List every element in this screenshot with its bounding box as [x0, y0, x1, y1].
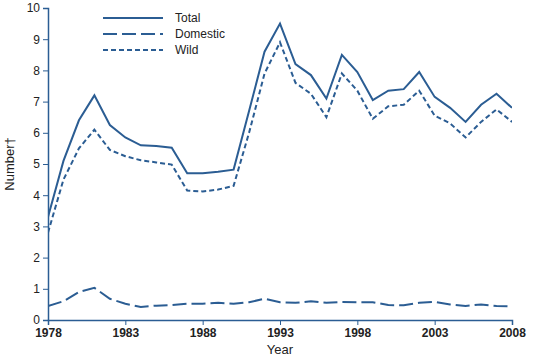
y-tick-label: 1 [33, 282, 40, 296]
y-tick-mark [43, 8, 48, 9]
y-tick: 2 [33, 251, 48, 265]
x-tick-label: 2003 [422, 326, 449, 340]
series-line [48, 24, 512, 217]
y-tick-label: 5 [33, 157, 40, 171]
y-tick: 0 [33, 313, 48, 327]
legend-label: Domestic [175, 27, 225, 41]
x-tick-mark [203, 320, 204, 325]
legend-swatch [103, 17, 163, 19]
series-line [48, 42, 512, 232]
x-tick-mark [280, 320, 281, 325]
x-axis: 1978 1983 1988 1993 1998 2003 2008 [35, 320, 526, 340]
y-tick: 5 [33, 157, 48, 171]
x-tick: 1993 [267, 320, 294, 340]
x-tick-mark [357, 320, 358, 325]
y-tick-label: 9 [33, 33, 40, 47]
legend-item: Domestic [103, 27, 225, 41]
y-axis-line [43, 9, 49, 321]
x-tick: 2003 [422, 320, 449, 340]
x-tick-label: 1998 [344, 326, 371, 340]
y-tick: 10 [27, 1, 48, 15]
y-tick-mark [43, 133, 48, 134]
x-tick-mark [125, 320, 126, 325]
y-tick-mark [43, 70, 48, 71]
legend: Total Domestic Wild [103, 11, 225, 57]
legend-label: Total [175, 11, 200, 25]
x-tick: 1988 [190, 320, 217, 340]
y-tick-mark [43, 289, 48, 290]
y-tick-mark [43, 226, 48, 227]
x-axis-line [49, 321, 513, 326]
y-tick: 9 [33, 33, 48, 47]
y-tick-mark [43, 102, 48, 103]
y-tick-label: 2 [33, 251, 40, 265]
y-tick-mark [43, 39, 48, 40]
x-tick: 1983 [112, 320, 139, 340]
y-axis: 0 1 2 3 4 5 6 7 8 9 10 [27, 1, 49, 327]
y-tick-label: 10 [27, 1, 41, 15]
x-tick-label: 2008 [499, 326, 526, 340]
y-tick-label: 7 [33, 95, 40, 109]
y-tick-label: 6 [33, 126, 40, 140]
y-tick-mark [43, 164, 48, 165]
y-tick: 1 [33, 282, 48, 296]
lines [48, 24, 512, 307]
y-tick-label: 3 [33, 220, 40, 234]
y-tick-label: 0 [33, 313, 40, 327]
x-axis-title: Year [267, 342, 294, 357]
y-tick: 3 [33, 220, 48, 234]
legend-item: Total [103, 11, 200, 25]
chart: 1978 1983 1988 1993 1998 2003 2008 0 1 2 3 4 5 6 7 8 9 10… [0, 0, 536, 358]
legend-item: Wild [103, 43, 198, 57]
x-tick-mark [435, 320, 436, 325]
x-tick: 2008 [499, 320, 526, 340]
y-tick-mark [43, 320, 48, 321]
x-tick-label: 1988 [190, 326, 217, 340]
legend-swatch [103, 33, 163, 35]
y-tick-mark [43, 258, 48, 259]
y-tick-label: 4 [33, 189, 40, 203]
y-tick: 4 [33, 189, 48, 203]
y-tick: 7 [33, 95, 48, 109]
y-tick-mark [43, 195, 48, 196]
legend-swatch [103, 49, 163, 51]
x-tick-label: 1983 [112, 326, 139, 340]
y-tick: 6 [33, 126, 48, 140]
y-tick-label: 8 [33, 64, 40, 78]
series-line [48, 288, 512, 307]
legend-label: Wild [175, 43, 198, 57]
y-tick: 8 [33, 64, 48, 78]
x-tick-label: 1978 [35, 326, 62, 340]
x-tick-mark [512, 320, 513, 325]
y-axis-title: Number† [2, 137, 17, 190]
x-tick-label: 1993 [267, 326, 294, 340]
x-tick: 1998 [344, 320, 371, 340]
